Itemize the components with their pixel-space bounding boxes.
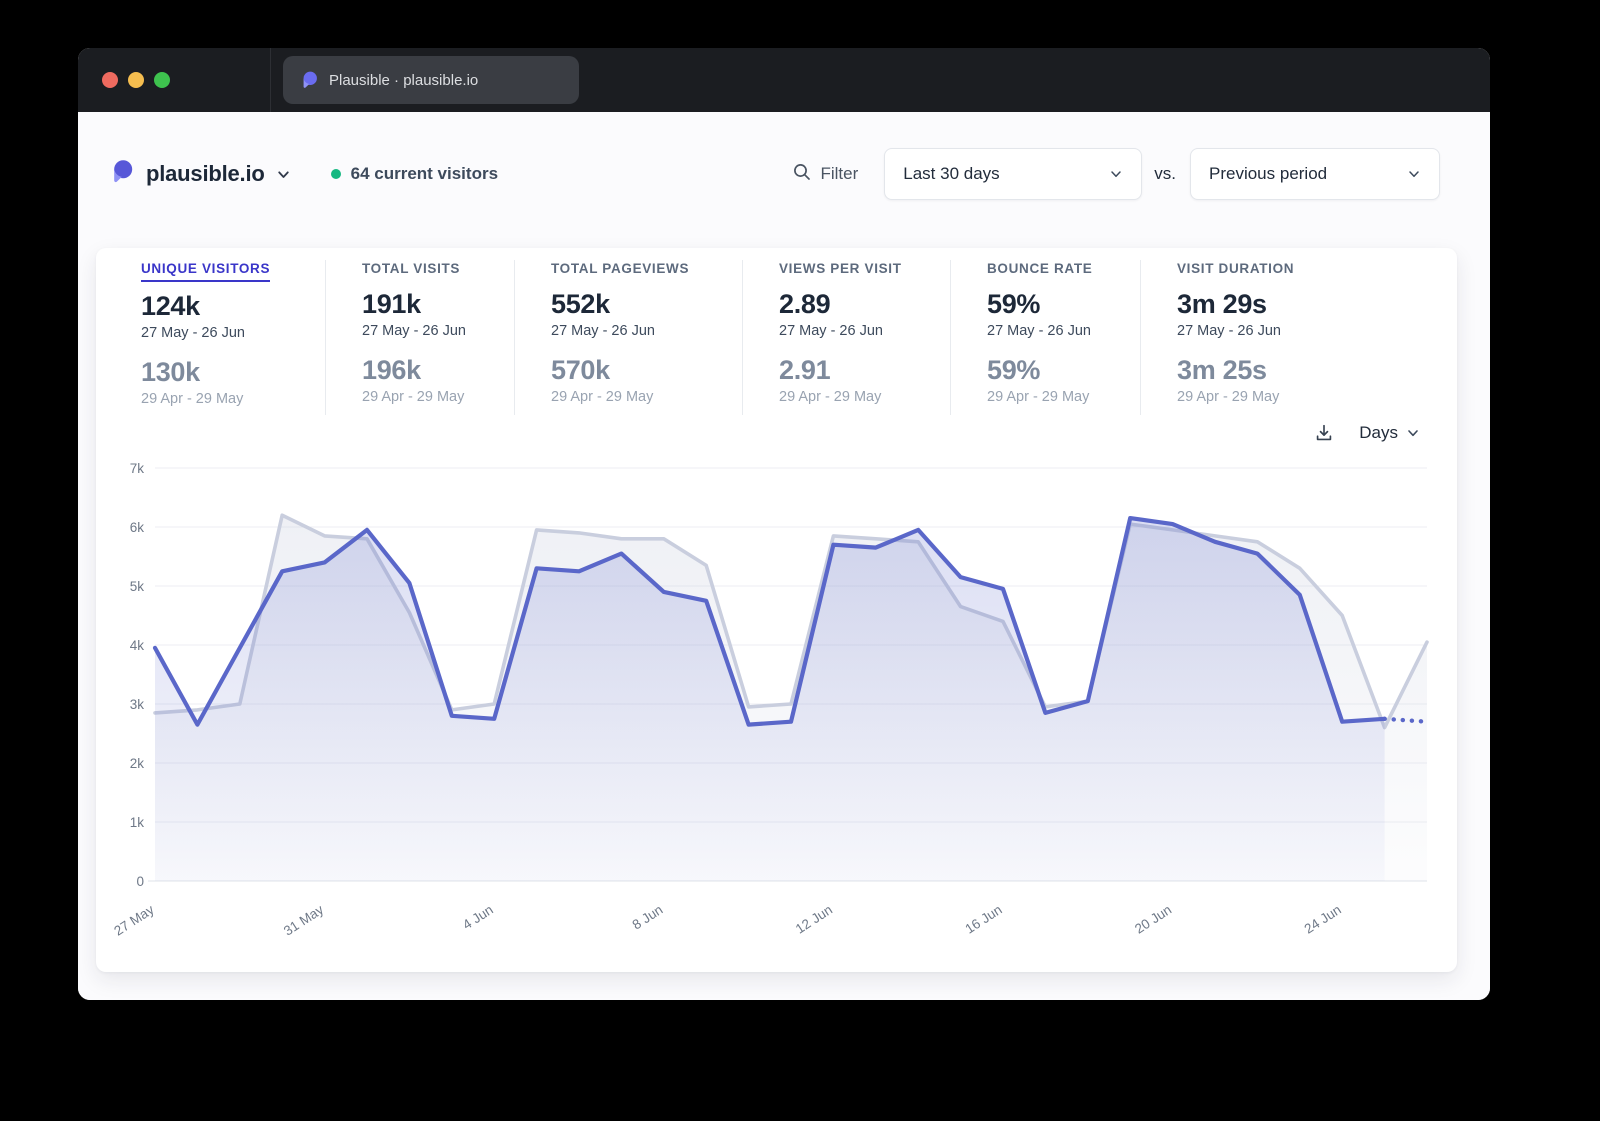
svg-text:24 Jun: 24 Jun — [1302, 902, 1344, 937]
stat-value: 2.89 — [779, 289, 831, 319]
svg-text:7k: 7k — [130, 461, 145, 476]
svg-text:2k: 2k — [130, 756, 145, 771]
stat-tab-visit-duration[interactable]: VISIT DURATION — [1177, 261, 1295, 276]
site-switcher[interactable]: plausible.io — [108, 158, 291, 190]
chevron-down-icon — [1407, 167, 1421, 181]
stat-prev-value: 130k — [141, 357, 200, 387]
vs-label: vs. — [1154, 164, 1176, 183]
visitors-chart: 0 1k 2k 3k 4k 5k 6k 7k 27 May 31 May 4 Jun 8 Jun 12 … — [96, 438, 1457, 948]
stat-value: 552k — [551, 289, 610, 319]
stat-total-pageviews: TOTAL PAGEVIEWS 552k 27 May - 26 Jun 570… — [514, 260, 742, 415]
stat-prev-value: 3m 25s — [1177, 355, 1267, 385]
minimize-window-button[interactable] — [128, 72, 144, 88]
stat-value: 191k — [362, 289, 421, 319]
download-button[interactable] — [1313, 422, 1335, 444]
svg-text:4k: 4k — [130, 638, 145, 653]
plausible-logo-icon — [108, 158, 135, 190]
stat-visit-duration: VISIT DURATION 3m 29s 27 May - 26 Jun 3m… — [1140, 260, 1457, 415]
svg-text:0: 0 — [136, 874, 144, 889]
stat-tab-total-pageviews[interactable]: TOTAL PAGEVIEWS — [551, 261, 690, 276]
compare-period-value: Previous period — [1209, 164, 1328, 183]
date-range-value: Last 30 days — [903, 164, 1000, 183]
stat-period: 27 May - 26 Jun — [141, 325, 245, 341]
traffic-chart-svg: 0 1k 2k 3k 4k 5k 6k 7k 27 May 31 May 4 Jun 8 Jun 12 … — [111, 461, 1430, 939]
plausible-favicon-icon — [299, 70, 319, 90]
search-icon — [792, 162, 812, 187]
titlebar-divider — [270, 48, 271, 112]
stat-prev-value: 59% — [987, 355, 1041, 385]
interval-dropdown[interactable]: Days — [1359, 423, 1420, 443]
stat-total-visits: TOTAL VISITS 191k 27 May - 26 Jun 196k 2… — [325, 260, 514, 415]
dashboard-header: plausible.io 64 current visitors Filter — [108, 146, 1440, 202]
zoom-window-button[interactable] — [154, 72, 170, 88]
stats-card: UNIQUE VISITORS 124k 27 May - 26 Jun 130… — [96, 248, 1457, 972]
svg-text:31 May: 31 May — [281, 902, 327, 939]
traffic-lights — [102, 72, 170, 88]
stat-prev-period: 29 Apr - 29 May — [1177, 389, 1280, 405]
chart-controls: Days — [1313, 416, 1420, 450]
stat-bounce-rate: BOUNCE RATE 59% 27 May - 26 Jun 59% 29 A… — [950, 260, 1140, 415]
svg-text:8 Jun: 8 Jun — [630, 902, 666, 933]
filter-button[interactable]: Filter — [792, 162, 858, 187]
site-name: plausible.io — [146, 161, 265, 186]
stat-period: 27 May - 26 Jun — [551, 323, 655, 339]
svg-text:27 May: 27 May — [111, 902, 157, 939]
stat-views-per-visit: VIEWS PER VISIT 2.89 27 May - 26 Jun 2.9… — [742, 260, 950, 415]
svg-text:5k: 5k — [130, 579, 145, 594]
stat-prev-period: 29 Apr - 29 May — [362, 389, 465, 405]
svg-text:6k: 6k — [130, 520, 145, 535]
current-visitors[interactable]: 64 current visitors — [330, 164, 499, 184]
stat-prev-period: 29 Apr - 29 May — [551, 389, 654, 405]
stat-tab-bounce-rate[interactable]: BOUNCE RATE — [987, 261, 1093, 276]
dashboard-content: plausible.io 64 current visitors Filter — [78, 112, 1490, 1000]
stat-tab-unique-visitors[interactable]: UNIQUE VISITORS — [141, 261, 271, 282]
stat-value: 124k — [141, 291, 200, 321]
stat-prev-period: 29 Apr - 29 May — [141, 391, 244, 407]
date-range-select[interactable]: Last 30 days — [884, 148, 1143, 200]
current-visitors-label: 64 current visitors — [350, 164, 499, 183]
chevron-down-icon — [1109, 167, 1123, 181]
stat-prev-period: 29 Apr - 29 May — [779, 389, 882, 405]
live-status-dot-icon — [330, 169, 341, 179]
svg-text:20 Jun: 20 Jun — [1132, 902, 1174, 937]
svg-text:1k: 1k — [130, 815, 145, 830]
compare-period-select[interactable]: Previous period — [1190, 148, 1440, 200]
stat-period: 27 May - 26 Jun — [362, 323, 466, 339]
stat-tab-total-visits[interactable]: TOTAL VISITS — [362, 261, 461, 276]
browser-window: Plausible · plausible.io plausible.io — [78, 48, 1490, 1000]
interval-value: Days — [1359, 423, 1398, 442]
svg-text:16 Jun: 16 Jun — [962, 902, 1004, 937]
svg-text:12 Jun: 12 Jun — [793, 902, 835, 937]
close-window-button[interactable] — [102, 72, 118, 88]
chevron-down-icon — [1406, 426, 1420, 440]
filter-label: Filter — [820, 164, 859, 183]
browser-tab[interactable]: Plausible · plausible.io — [283, 56, 579, 104]
stat-prev-period: 29 Apr - 29 May — [987, 389, 1090, 405]
stat-tab-views-per-visit[interactable]: VIEWS PER VISIT — [779, 261, 902, 276]
stat-unique-visitors: UNIQUE VISITORS 124k 27 May - 26 Jun 130… — [96, 260, 325, 415]
top-stats-row: UNIQUE VISITORS 124k 27 May - 26 Jun 130… — [96, 248, 1457, 415]
stat-period: 27 May - 26 Jun — [1177, 323, 1281, 339]
chevron-down-icon — [276, 167, 291, 182]
stat-value: 59% — [987, 289, 1041, 319]
svg-text:4 Jun: 4 Jun — [460, 902, 496, 933]
stat-prev-value: 570k — [551, 355, 610, 385]
svg-text:3k: 3k — [130, 697, 145, 712]
download-icon — [1317, 424, 1332, 441]
stat-prev-value: 2.91 — [779, 355, 831, 385]
stat-period: 27 May - 26 Jun — [987, 323, 1091, 339]
stat-value: 3m 29s — [1177, 289, 1267, 319]
stat-prev-value: 196k — [362, 355, 421, 385]
tab-title: Plausible · plausible.io — [329, 71, 479, 89]
stat-period: 27 May - 26 Jun — [779, 323, 883, 339]
browser-titlebar: Plausible · plausible.io — [78, 48, 1490, 112]
